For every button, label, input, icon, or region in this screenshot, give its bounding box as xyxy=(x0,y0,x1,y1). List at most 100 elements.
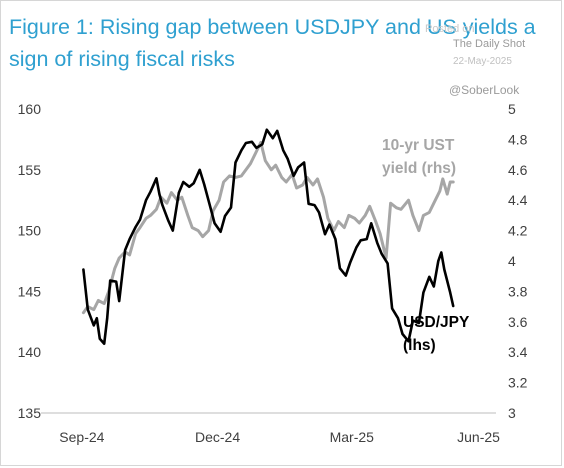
data-point-ust-yield xyxy=(348,214,350,216)
data-point-usdjpy xyxy=(172,230,174,232)
data-point-usdjpy xyxy=(276,130,278,132)
data-point-ust-yield xyxy=(218,199,220,201)
data-point-ust-yield xyxy=(316,178,319,180)
data-point-ust-yield xyxy=(296,187,298,189)
data-point-ust-yield xyxy=(270,169,272,171)
data-point-usdjpy xyxy=(397,317,399,319)
data-point-ust-yield xyxy=(390,202,392,204)
data-point-ust-yield xyxy=(442,178,444,180)
data-point-usdjpy xyxy=(387,262,389,264)
data-point-ust-yield xyxy=(97,299,99,302)
data-point-usdjpy xyxy=(103,343,105,345)
y-right-tick-label: 4.8 xyxy=(508,131,528,147)
data-point-ust-yield xyxy=(228,175,231,177)
data-point-usdjpy xyxy=(349,261,351,263)
data-point-usdjpy xyxy=(391,307,393,309)
data-point-usdjpy xyxy=(412,320,414,322)
data-point-ust-yield xyxy=(343,227,345,229)
data-point-usdjpy xyxy=(93,324,95,326)
data-point-ust-yield xyxy=(369,205,371,207)
data-point-ust-yield xyxy=(439,190,441,192)
data-point-ust-yield xyxy=(412,214,414,216)
data-point-usdjpy xyxy=(149,191,152,193)
data-point-ust-yield xyxy=(197,230,199,232)
y-right-tick-label: 3.4 xyxy=(508,344,528,360)
data-point-usdjpy xyxy=(452,305,454,307)
data-point-ust-yield xyxy=(375,220,377,223)
data-point-usdjpy xyxy=(334,238,336,240)
data-point-usdjpy xyxy=(443,268,445,271)
data-point-usdjpy xyxy=(328,223,330,226)
y-right-tick-label: 3.8 xyxy=(508,283,528,299)
data-point-ust-yield xyxy=(418,230,420,232)
data-point-ust-yield xyxy=(145,217,147,219)
data-point-usdjpy xyxy=(266,129,268,131)
data-point-ust-yield xyxy=(202,236,204,238)
data-point-usdjpy xyxy=(82,268,84,271)
y-right-tick-label: 3 xyxy=(508,405,516,421)
data-point-usdjpy xyxy=(118,300,120,302)
series-label-ust-yield: yield (rhs) xyxy=(382,160,456,177)
data-point-usdjpy xyxy=(324,233,326,235)
data-point-usdjpy xyxy=(422,292,424,294)
data-point-usdjpy xyxy=(199,169,201,171)
data-point-ust-yield xyxy=(379,233,381,235)
data-point-usdjpy xyxy=(355,247,357,249)
data-point-usdjpy xyxy=(96,317,98,319)
data-point-ust-yield xyxy=(449,181,451,183)
data-point-usdjpy xyxy=(139,219,141,221)
watermark-source: The Daily Shot xyxy=(453,38,526,50)
data-point-usdjpy xyxy=(251,141,253,143)
data-point-ust-yield xyxy=(428,211,430,213)
series-label-usdjpy: (lhs) xyxy=(403,337,436,354)
data-point-usdjpy xyxy=(129,238,131,240)
data-point-usdjpy xyxy=(407,340,410,342)
data-point-usdjpy xyxy=(193,182,195,184)
data-point-usdjpy xyxy=(345,275,347,277)
data-point-usdjpy xyxy=(230,206,232,209)
data-point-usdjpy xyxy=(99,338,101,340)
data-point-ust-yield xyxy=(240,175,242,177)
data-point-usdjpy xyxy=(161,204,163,206)
data-point-usdjpy xyxy=(437,260,439,262)
series-label-usdjpy: USD/JPY xyxy=(403,314,470,331)
data-point-ust-yield xyxy=(212,210,214,212)
data-point-ust-yield xyxy=(114,268,116,270)
data-point-usdjpy xyxy=(209,205,211,207)
data-point-ust-yield xyxy=(364,214,366,216)
data-point-usdjpy xyxy=(303,161,305,164)
data-point-usdjpy xyxy=(401,333,404,335)
data-point-usdjpy xyxy=(214,222,216,224)
data-point-usdjpy xyxy=(366,238,368,240)
data-point-usdjpy xyxy=(158,193,160,195)
data-point-usdjpy xyxy=(313,204,316,206)
data-point-usdjpy xyxy=(282,149,284,151)
data-point-usdjpy xyxy=(135,226,137,228)
data-point-usdjpy xyxy=(115,281,117,283)
data-point-ust-yield xyxy=(249,163,251,165)
data-point-usdjpy xyxy=(308,203,310,205)
y-right-tick-label: 4 xyxy=(508,253,516,269)
data-point-usdjpy xyxy=(255,147,257,149)
x-tick-label: Sep-24 xyxy=(59,429,104,445)
data-point-usdjpy xyxy=(106,317,108,319)
x-tick-label: Mar-25 xyxy=(330,429,375,445)
series-line-ust-yield xyxy=(81,140,455,315)
data-point-ust-yield xyxy=(312,184,314,186)
data-point-ust-yield xyxy=(452,181,454,183)
data-point-ust-yield xyxy=(170,192,172,194)
data-point-ust-yield xyxy=(208,230,210,232)
data-point-ust-yield xyxy=(275,164,277,166)
data-point-ust-yield xyxy=(155,208,157,210)
data-point-ust-yield xyxy=(446,193,448,195)
data-point-usdjpy xyxy=(182,181,184,183)
series-label-ust-yield: 10-yr UST xyxy=(382,137,455,154)
data-point-ust-yield xyxy=(327,217,329,219)
data-point-usdjpy xyxy=(376,242,378,244)
data-point-ust-yield xyxy=(191,227,193,229)
data-point-usdjpy xyxy=(339,267,341,269)
y-right-tick-label: 3.6 xyxy=(508,314,528,330)
data-point-usdjpy xyxy=(318,211,320,213)
data-point-ust-yield xyxy=(139,227,141,229)
x-tick-label: Jun-25 xyxy=(457,429,500,445)
